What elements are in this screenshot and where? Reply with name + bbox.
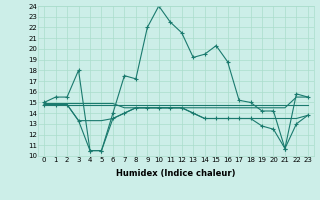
X-axis label: Humidex (Indice chaleur): Humidex (Indice chaleur): [116, 169, 236, 178]
